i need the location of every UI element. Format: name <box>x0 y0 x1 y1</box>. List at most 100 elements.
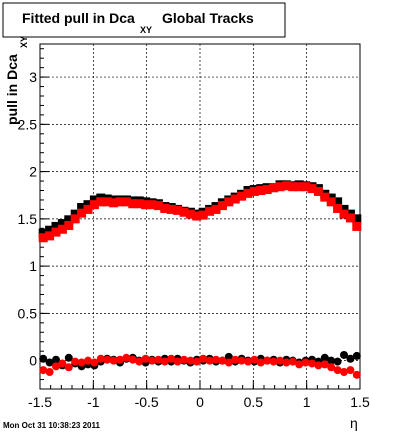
series-2-point <box>320 353 329 362</box>
series-3-point <box>199 354 208 363</box>
series-2-point <box>64 353 73 362</box>
series-3-point <box>128 355 137 364</box>
series-0-point <box>45 225 55 235</box>
series-1-point <box>173 205 183 215</box>
series-1-point <box>166 204 176 214</box>
series-3-point <box>352 370 361 379</box>
chart-title-subscript: XY <box>140 25 152 35</box>
series-0-point <box>64 215 74 225</box>
series-1-point <box>217 201 227 211</box>
series-1-point <box>339 209 349 219</box>
series-3-point <box>58 359 67 368</box>
series-1-point <box>179 207 189 217</box>
series-2-point <box>45 358 54 367</box>
series-1-point <box>121 197 131 207</box>
y-tick-label: 2 <box>29 164 37 180</box>
series-1-point <box>243 188 253 198</box>
series-3-point <box>64 363 73 372</box>
series-3-point <box>116 355 124 364</box>
series-0-point <box>77 203 87 213</box>
series-2-point <box>333 357 342 366</box>
y-tick-labels: 0 0.5 1 1.5 2 2.5 3 <box>18 69 38 369</box>
series-3-point <box>340 367 348 376</box>
x-tick-label: 0.5 <box>244 394 264 410</box>
series-3-point <box>244 357 252 366</box>
series-3-point <box>90 358 99 367</box>
timestamp: Mon Oct 31 10:38:23 2011 <box>3 421 100 430</box>
series-1-point <box>313 186 323 196</box>
series-1-point <box>326 197 336 207</box>
series-1-point <box>352 221 362 231</box>
series-3-point <box>346 366 355 375</box>
series-3-point <box>301 358 310 367</box>
series-1-point <box>275 182 285 192</box>
series-1-point <box>198 210 208 220</box>
series-1-point <box>102 197 112 207</box>
series-2-point <box>39 354 48 363</box>
series-1-point <box>249 186 259 196</box>
series-3-point <box>186 356 195 365</box>
series-3-point <box>173 357 182 366</box>
series-3-point <box>212 355 220 364</box>
series-1-point <box>141 200 151 210</box>
x-tick-label: -0.5 <box>135 394 159 410</box>
series-3-point <box>192 357 201 366</box>
series-1-point <box>51 227 61 237</box>
series-0-point <box>333 197 343 207</box>
series-3-point <box>77 358 86 367</box>
series-3-point <box>45 367 54 376</box>
series-3-point <box>52 362 60 371</box>
series-1-point <box>205 206 215 216</box>
chart-title: Fitted pull in Dca <box>22 10 135 26</box>
series-0-point <box>70 209 80 219</box>
y-tick-label: 2.5 <box>18 116 38 132</box>
series-0-point <box>38 228 48 238</box>
x-tick-label: 1.5 <box>350 394 370 410</box>
data-points <box>38 180 362 379</box>
chart-title-suffix: Global Tracks <box>162 10 254 26</box>
series-1-point <box>115 197 125 207</box>
series-1-point <box>70 214 80 224</box>
series-2-point <box>352 351 361 360</box>
series-3-point <box>308 359 316 368</box>
series-1-point <box>269 183 279 193</box>
series-1-point <box>211 204 221 214</box>
y-axis-title-subscript: XY <box>19 36 29 48</box>
series-1-point <box>160 203 170 213</box>
series-1-point <box>288 182 298 192</box>
series-3-point <box>256 358 265 367</box>
series-3-point <box>167 354 176 363</box>
series-1-point <box>109 198 119 208</box>
series-1-point <box>153 201 163 211</box>
series-1-point <box>230 194 240 204</box>
series-1-point <box>345 213 355 223</box>
series-1-point <box>281 181 291 191</box>
y-tick-label: 1 <box>29 258 37 274</box>
series-3-point <box>180 355 188 364</box>
y-axis-title-group: pull in Dca XY <box>4 36 29 125</box>
series-3-point <box>135 357 144 366</box>
series-2-point <box>224 352 233 361</box>
series-3-point <box>122 353 131 362</box>
series-1-point <box>320 192 330 202</box>
series-3-point <box>224 358 233 367</box>
title-box <box>2 2 286 38</box>
x-axis-title: η <box>350 415 358 431</box>
series-1-point <box>64 220 74 230</box>
series-0-point <box>89 195 99 205</box>
series-0-point <box>352 214 362 224</box>
series-1-point <box>237 191 247 201</box>
series-3-point <box>96 354 105 363</box>
series-3-point <box>39 366 48 375</box>
series-2-point <box>346 354 355 363</box>
series-1-point <box>45 231 55 241</box>
x-tick-label: 0 <box>196 394 204 410</box>
series-3-point <box>320 360 329 369</box>
series-3-point <box>84 356 92 365</box>
series-1-point <box>185 209 195 219</box>
series-1-point <box>96 197 106 207</box>
y-tick-label: 1.5 <box>18 211 38 227</box>
series-0-point <box>339 204 349 214</box>
series-1-point <box>128 199 138 209</box>
x-tick-label: 1 <box>303 394 311 410</box>
